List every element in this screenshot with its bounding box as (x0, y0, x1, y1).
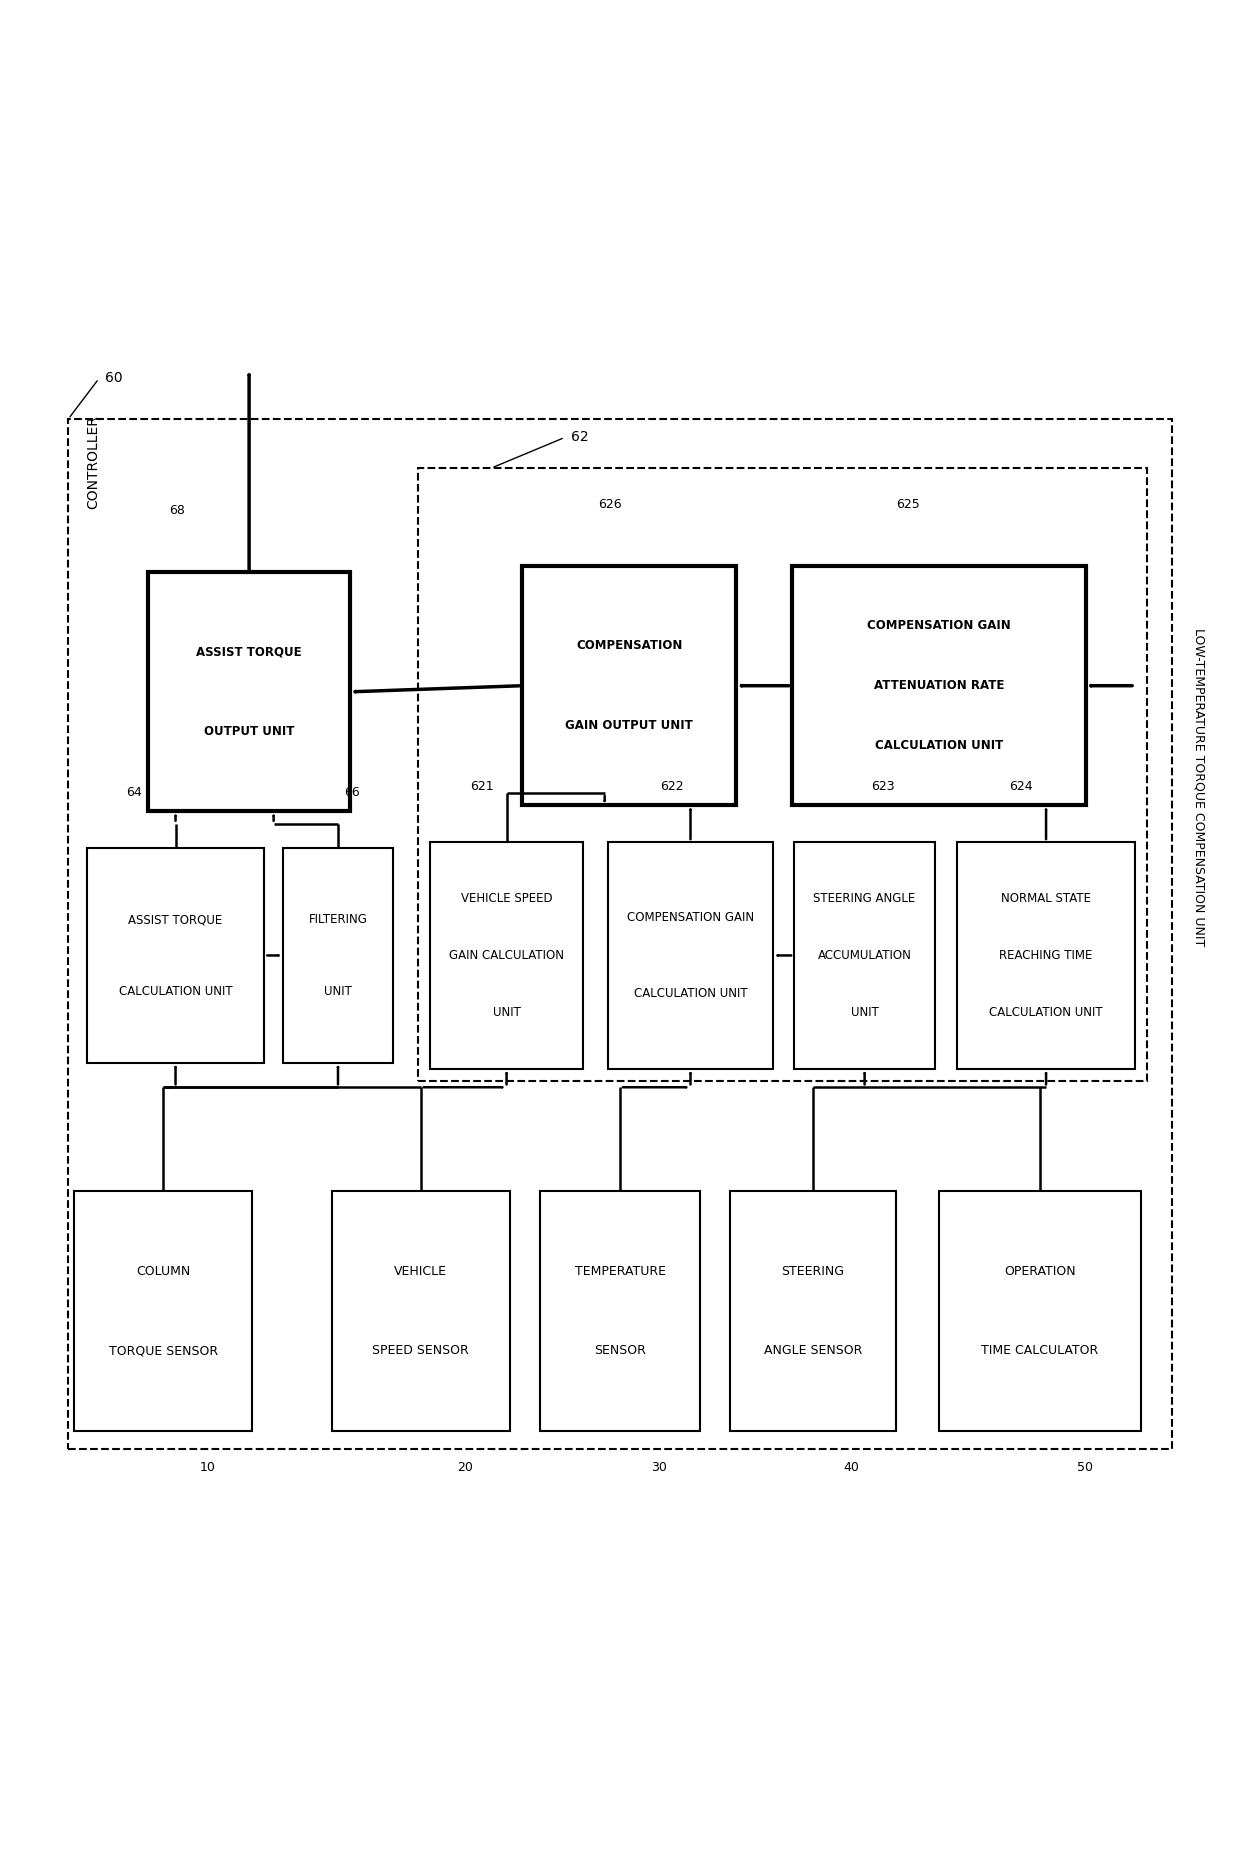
Bar (332, 1192, 510, 1431)
Text: 20: 20 (458, 1461, 474, 1474)
Text: ASSIST TORQUE: ASSIST TORQUE (196, 646, 301, 659)
Text: CONTROLLER: CONTROLLER (87, 415, 100, 508)
Text: CALCULATION UNIT: CALCULATION UNIT (634, 986, 748, 999)
Text: ATTENUATION RATE: ATTENUATION RATE (874, 680, 1004, 693)
Bar (794, 842, 935, 1068)
Text: 60: 60 (105, 370, 123, 385)
Text: 30: 30 (651, 1461, 667, 1474)
Text: OUTPUT UNIT: OUTPUT UNIT (203, 725, 294, 738)
Text: STEERING ANGLE: STEERING ANGLE (813, 893, 915, 906)
Text: VEHICLE SPEED: VEHICLE SPEED (461, 893, 552, 906)
Text: 64: 64 (126, 786, 143, 800)
Bar (939, 1192, 1141, 1431)
Text: 623: 623 (870, 781, 894, 794)
Text: CALCULATION UNIT: CALCULATION UNIT (119, 984, 232, 998)
Bar (430, 842, 583, 1068)
Text: ACCUMULATION: ACCUMULATION (817, 949, 911, 962)
Text: 40: 40 (843, 1461, 859, 1474)
Text: CALCULATION UNIT: CALCULATION UNIT (990, 1005, 1102, 1018)
Text: 621: 621 (470, 781, 494, 794)
Text: 50: 50 (1076, 1461, 1092, 1474)
Text: TORQUE SENSOR: TORQUE SENSOR (109, 1345, 218, 1358)
Bar (87, 848, 264, 1063)
Text: 626: 626 (599, 499, 622, 512)
Text: UNIT: UNIT (324, 984, 352, 998)
Bar (522, 566, 737, 805)
Text: ASSIST TORQUE: ASSIST TORQUE (129, 913, 223, 927)
Bar (283, 848, 393, 1063)
Bar (957, 842, 1135, 1068)
Text: GAIN OUTPUT UNIT: GAIN OUTPUT UNIT (565, 719, 693, 732)
Bar (418, 469, 1147, 1082)
Bar (541, 1192, 699, 1431)
Text: COLUMN: COLUMN (136, 1265, 191, 1278)
Text: STEERING: STEERING (781, 1265, 844, 1278)
Text: 68: 68 (170, 504, 185, 517)
Bar (791, 566, 1086, 805)
Text: TEMPERATURE: TEMPERATURE (574, 1265, 666, 1278)
Text: COMPENSATION: COMPENSATION (577, 639, 682, 652)
Text: 622: 622 (660, 781, 683, 794)
Text: SPEED SENSOR: SPEED SENSOR (372, 1345, 469, 1358)
Text: 624: 624 (1009, 781, 1033, 794)
Text: UNIT: UNIT (851, 1005, 879, 1018)
Text: 625: 625 (895, 499, 920, 512)
Text: FILTERING: FILTERING (309, 913, 367, 927)
Bar (608, 842, 774, 1068)
Text: COMPENSATION GAIN: COMPENSATION GAIN (867, 620, 1011, 633)
Text: ANGLE SENSOR: ANGLE SENSOR (764, 1345, 862, 1358)
Text: REACHING TIME: REACHING TIME (999, 949, 1092, 962)
Text: OPERATION: OPERATION (1004, 1265, 1076, 1278)
Text: CALCULATION UNIT: CALCULATION UNIT (874, 740, 1003, 753)
Text: TIME CALCULATOR: TIME CALCULATOR (981, 1345, 1099, 1358)
Text: UNIT: UNIT (492, 1005, 521, 1018)
Text: VEHICLE: VEHICLE (394, 1265, 448, 1278)
Text: SENSOR: SENSOR (594, 1345, 646, 1358)
Text: 66: 66 (345, 786, 360, 800)
Bar (68, 418, 1172, 1450)
Bar (730, 1192, 895, 1431)
Text: NORMAL STATE: NORMAL STATE (1001, 893, 1091, 906)
Text: LOW-TEMPERATURE TORQUE COMPENSATION UNIT: LOW-TEMPERATURE TORQUE COMPENSATION UNIT (1192, 628, 1205, 945)
Text: COMPENSATION GAIN: COMPENSATION GAIN (627, 912, 754, 925)
Bar (74, 1192, 252, 1431)
Text: GAIN CALCULATION: GAIN CALCULATION (449, 949, 564, 962)
Text: 62: 62 (570, 430, 589, 443)
Bar (148, 572, 350, 811)
Text: 10: 10 (200, 1461, 216, 1474)
